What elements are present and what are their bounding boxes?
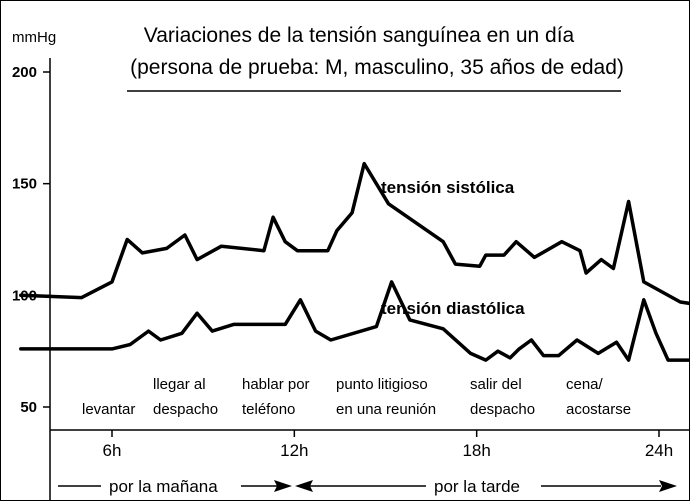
annotation-punto-line2: en una reunión <box>336 401 436 418</box>
afternoon-arrowhead-left <box>295 480 313 492</box>
x-tick-label-18h: 18h <box>462 441 490 460</box>
y-tick-label-50: 50 <box>20 399 37 416</box>
series-label-diastolic: tensión diastólica <box>381 299 525 318</box>
y-tick-label-150: 150 <box>12 176 37 193</box>
annotation-llegar-line2: despacho <box>153 401 218 418</box>
x-tick-label-24h: 24h <box>645 441 673 460</box>
chart-title: Variaciones de la tensión sanguínea en u… <box>144 24 575 47</box>
annotation-hablar-line2: teléfono <box>242 401 295 418</box>
afternoon-arrowhead-right <box>659 480 677 492</box>
period-label-morning: por la mañana <box>109 477 218 496</box>
series-line-systolic <box>19 161 689 306</box>
annotation-cena-line1: cena/ <box>566 376 604 393</box>
series-line-diastolic <box>19 280 689 362</box>
annotation-salir-line1: salir del <box>470 376 522 393</box>
series-label-systolic: tensión sistólica <box>381 178 515 197</box>
series-lines <box>19 161 689 362</box>
annotation-hablar-line1: hablar por <box>242 376 310 393</box>
annotation-levantar: levantar <box>82 401 135 418</box>
y-axis-unit-label: mmHg <box>12 29 56 46</box>
period-label-afternoon: por la tarde <box>434 477 520 496</box>
chart-subtitle: (persona de prueba: M, masculino, 35 año… <box>130 56 624 79</box>
x-tick-label-12h: 12h <box>280 441 308 460</box>
x-ticks: 6h 12h 18h 24h <box>103 430 673 460</box>
annotation-llegar-line1: llegar al <box>153 376 206 393</box>
x-tick-label-6h: 6h <box>103 441 122 460</box>
annotation-salir-line2: despacho <box>470 401 535 418</box>
morning-arrowhead <box>274 480 292 492</box>
annotation-cena-line2: acostarse <box>566 401 631 418</box>
period-arrows: por la mañana por la tarde <box>58 477 677 496</box>
annotation-punto-line1: punto litigioso <box>336 376 428 393</box>
event-annotations: levantar llegar al despacho hablar por t… <box>82 376 631 418</box>
y-tick-label-200: 200 <box>12 64 37 81</box>
